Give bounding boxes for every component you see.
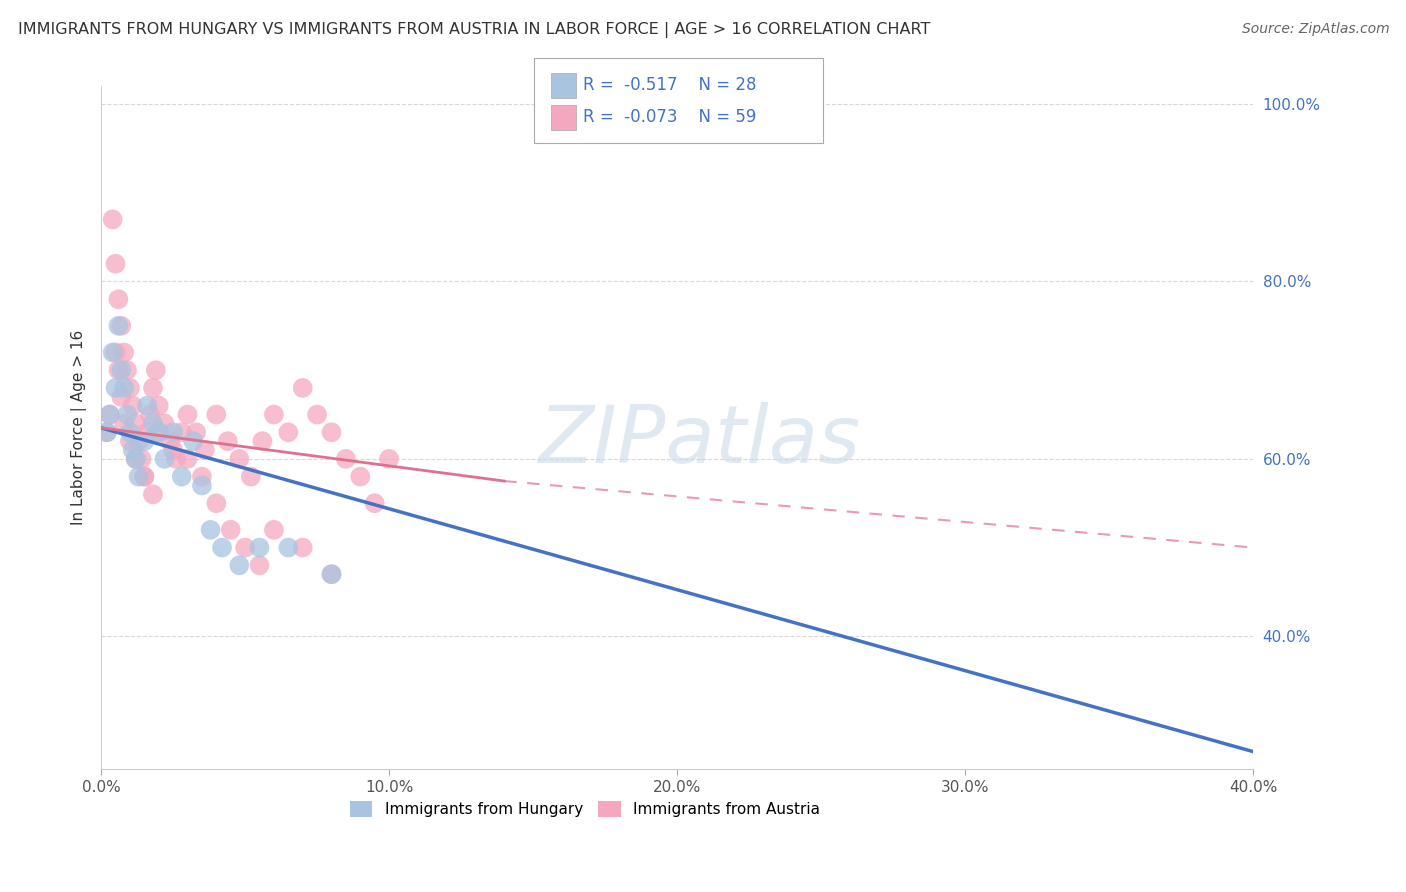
Point	[98, 408, 121, 422]
Point	[98, 408, 121, 422]
Point	[110, 318, 132, 333]
Point	[112, 381, 135, 395]
Point	[139, 408, 162, 422]
Point	[142, 487, 165, 501]
Point	[233, 541, 256, 555]
Point	[186, 425, 208, 440]
Point	[125, 417, 148, 431]
Point	[363, 496, 385, 510]
Text: ZIPatlas: ZIPatlas	[538, 402, 860, 481]
Point	[191, 478, 214, 492]
Point	[115, 363, 138, 377]
Point	[131, 451, 153, 466]
Point	[239, 469, 262, 483]
Point	[125, 451, 148, 466]
Point	[200, 523, 222, 537]
Point	[291, 381, 314, 395]
Text: R =  -0.517    N = 28: R = -0.517 N = 28	[583, 76, 756, 94]
Point	[128, 469, 150, 483]
Point	[162, 442, 184, 457]
Point	[170, 425, 193, 440]
Point	[134, 469, 156, 483]
Point	[96, 425, 118, 440]
Point	[107, 318, 129, 333]
Point	[101, 345, 124, 359]
Point	[194, 442, 217, 457]
Point	[136, 425, 159, 440]
Point	[321, 425, 343, 440]
Point	[181, 434, 204, 449]
Point	[277, 425, 299, 440]
Point	[159, 434, 181, 449]
Point	[107, 363, 129, 377]
Point	[142, 381, 165, 395]
Point	[249, 558, 271, 573]
Point	[211, 541, 233, 555]
Point	[228, 451, 250, 466]
Point	[121, 442, 143, 457]
Point	[176, 408, 198, 422]
Point	[321, 567, 343, 582]
Point	[142, 417, 165, 431]
Text: IMMIGRANTS FROM HUNGARY VS IMMIGRANTS FROM AUSTRIA IN LABOR FORCE | AGE > 16 COR: IMMIGRANTS FROM HUNGARY VS IMMIGRANTS FR…	[18, 22, 931, 38]
Point	[291, 541, 314, 555]
Point	[112, 345, 135, 359]
Point	[110, 390, 132, 404]
Point	[145, 363, 167, 377]
Point	[176, 451, 198, 466]
Point	[118, 381, 141, 395]
Text: R =  -0.073    N = 59: R = -0.073 N = 59	[583, 108, 756, 126]
Point	[104, 345, 127, 359]
Point	[249, 541, 271, 555]
Point	[96, 425, 118, 440]
Legend: Immigrants from Hungary, Immigrants from Austria: Immigrants from Hungary, Immigrants from…	[343, 795, 827, 823]
Point	[136, 399, 159, 413]
Point	[148, 425, 170, 440]
Text: Source: ZipAtlas.com: Source: ZipAtlas.com	[1241, 22, 1389, 37]
Point	[110, 363, 132, 377]
Point	[128, 434, 150, 449]
Point	[217, 434, 239, 449]
Point	[335, 451, 357, 466]
Point	[205, 408, 228, 422]
Point	[118, 434, 141, 449]
Point	[252, 434, 274, 449]
Point	[191, 469, 214, 483]
Point	[115, 408, 138, 422]
Y-axis label: In Labor Force | Age > 16: In Labor Force | Age > 16	[72, 330, 87, 525]
Point	[134, 434, 156, 449]
Point	[378, 451, 401, 466]
Point	[307, 408, 329, 422]
Point	[153, 417, 176, 431]
Point	[121, 399, 143, 413]
Point	[101, 212, 124, 227]
Point	[277, 541, 299, 555]
Point	[349, 469, 371, 483]
Point	[205, 496, 228, 510]
Point	[153, 451, 176, 466]
Point	[125, 451, 148, 466]
Point	[104, 257, 127, 271]
Point	[118, 425, 141, 440]
Point	[148, 425, 170, 440]
Point	[148, 399, 170, 413]
Point	[321, 567, 343, 582]
Point	[112, 417, 135, 431]
Point	[170, 469, 193, 483]
Point	[104, 381, 127, 395]
Point	[263, 523, 285, 537]
Point	[165, 451, 187, 466]
Point	[263, 408, 285, 422]
Point	[228, 558, 250, 573]
Point	[162, 425, 184, 440]
Point	[219, 523, 242, 537]
Point	[107, 292, 129, 306]
Point	[134, 469, 156, 483]
